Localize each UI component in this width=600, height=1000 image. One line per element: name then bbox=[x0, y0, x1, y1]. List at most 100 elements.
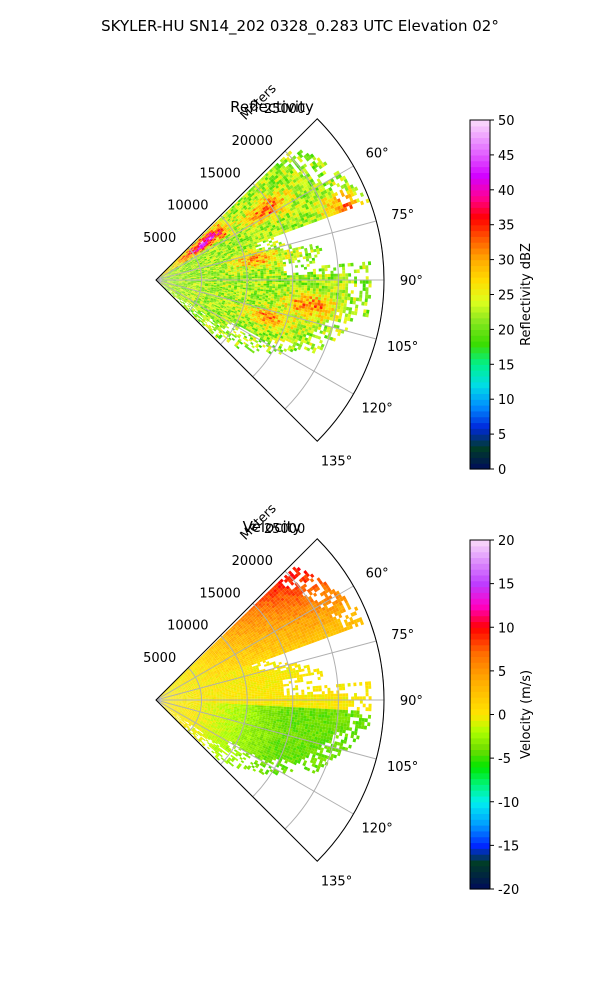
colorbar-swatch bbox=[470, 807, 490, 814]
colorbar-tick-label: 5 bbox=[498, 665, 506, 680]
azimuth-gridline bbox=[155, 165, 354, 281]
colorbar-swatch bbox=[470, 370, 490, 377]
colorbar-swatch bbox=[470, 294, 490, 301]
azimuth-tick-label: 105° bbox=[387, 760, 418, 775]
range-tick-label: 5000 bbox=[143, 231, 176, 246]
colorbar-tick-label: -20 bbox=[498, 883, 519, 898]
colorbar-swatch bbox=[470, 189, 490, 197]
colorbar-swatch bbox=[470, 644, 490, 652]
colorbar-swatch bbox=[470, 761, 490, 768]
colorbar-tick-label: 45 bbox=[498, 149, 515, 164]
colorbar-swatch bbox=[470, 563, 490, 570]
colorbar-swatch bbox=[470, 120, 490, 127]
azimuth-tick-label: 90° bbox=[400, 694, 423, 709]
colorbar-tick-label: 50 bbox=[498, 114, 515, 129]
colorbar-swatch bbox=[470, 720, 490, 727]
colorbar-swatch bbox=[470, 178, 490, 185]
colorbar-swatch bbox=[470, 306, 490, 313]
colorbar-tick-label: 10 bbox=[498, 393, 515, 408]
colorbar-tick-label: 0 bbox=[498, 709, 506, 724]
colorbar-swatch bbox=[470, 691, 490, 698]
colorbar-swatch bbox=[470, 598, 490, 605]
azimuth-tick-label: 75° bbox=[391, 208, 414, 223]
colorbar-swatch bbox=[470, 603, 490, 611]
colorbar-swatch bbox=[470, 557, 490, 564]
colorbar-swatch bbox=[470, 341, 490, 348]
colorbar-swatch bbox=[470, 813, 490, 820]
colorbar-swatch bbox=[470, 463, 490, 470]
panel-title: Reflectivity bbox=[230, 98, 314, 116]
colorbar-swatch bbox=[470, 667, 490, 675]
azimuth-gridline bbox=[155, 279, 354, 395]
colorbar-swatch bbox=[470, 300, 490, 307]
colorbar-swatch bbox=[470, 428, 490, 435]
colorbar-swatch bbox=[470, 633, 490, 640]
range-tick-label: 20000 bbox=[232, 554, 273, 569]
colorbar-swatch bbox=[470, 445, 490, 453]
colorbar-tick-label: 20 bbox=[498, 534, 515, 549]
azimuth-tick-label: 60° bbox=[366, 566, 389, 581]
colorbar-swatch bbox=[470, 540, 490, 547]
colorbar-swatch bbox=[470, 358, 490, 365]
colorbar-swatch bbox=[470, 201, 490, 208]
colorbar-swatch bbox=[470, 865, 490, 873]
colorbar-swatch bbox=[470, 854, 490, 861]
colorbar-swatch bbox=[470, 621, 490, 628]
colorbar-swatch bbox=[470, 830, 490, 838]
colorbar-tick-label: 40 bbox=[498, 184, 515, 199]
colorbar-swatch bbox=[470, 335, 490, 342]
colorbar-swatch bbox=[470, 364, 490, 371]
panel-velocity: Velocity 60° 75° 90° 105° 120° 135° 5000 10000 15… bbox=[143, 501, 534, 898]
colorbar-swatch bbox=[470, 422, 490, 429]
colorbar-swatch bbox=[470, 457, 490, 464]
range-tick-label: 10000 bbox=[167, 619, 208, 634]
azimuth-gridline bbox=[155, 585, 354, 701]
azimuth-gridline bbox=[155, 640, 377, 701]
azimuth-tick-label: 90° bbox=[400, 274, 423, 289]
colorbar-swatch bbox=[470, 871, 490, 878]
colorbar-swatch bbox=[470, 247, 490, 255]
azimuth-tick-label: 105° bbox=[387, 340, 418, 355]
colorbar-swatch bbox=[470, 766, 490, 774]
colorbar-swatch bbox=[470, 784, 490, 791]
colorbar-swatch bbox=[470, 627, 490, 634]
colorbar-swatch bbox=[470, 218, 490, 226]
colorbar-swatch bbox=[470, 859, 490, 867]
colorbar-swatch bbox=[470, 749, 490, 756]
azimuth-tick-label: 135° bbox=[321, 455, 352, 470]
colorbar-swatch bbox=[470, 848, 490, 855]
azimuth-tick-label: 135° bbox=[321, 875, 352, 890]
colorbar-swatch bbox=[470, 195, 490, 203]
colorbar-tick-label: -5 bbox=[498, 752, 511, 767]
colorbar-swatch bbox=[470, 702, 490, 710]
range-tick-label: 15000 bbox=[199, 166, 240, 181]
colorbar-swatch bbox=[470, 160, 490, 168]
range-tick-label: 15000 bbox=[199, 586, 240, 601]
colorbar-tick-label: 35 bbox=[498, 219, 515, 234]
radar-field bbox=[159, 149, 372, 355]
colorbar-swatch bbox=[470, 346, 490, 354]
colorbar-swatch bbox=[470, 375, 490, 383]
colorbar-swatch bbox=[470, 679, 490, 687]
azimuth-gridline bbox=[155, 699, 354, 815]
colorbar-swatch bbox=[470, 842, 490, 849]
colorbar-tick-label: 5 bbox=[498, 428, 506, 443]
colorbar-swatch bbox=[470, 685, 490, 692]
colorbar-swatch bbox=[470, 387, 490, 394]
range-tick-label: 10000 bbox=[167, 199, 208, 214]
colorbar-swatch bbox=[470, 172, 490, 179]
colorbar-swatch bbox=[470, 143, 490, 150]
colorbar-swatch bbox=[470, 755, 490, 762]
colorbar-swatch bbox=[470, 259, 490, 267]
colorbar-swatch bbox=[470, 790, 490, 797]
colorbar-swatch bbox=[470, 638, 490, 646]
colorbar-swatch bbox=[470, 242, 490, 249]
colorbar-tick-label: 0 bbox=[498, 463, 506, 478]
colorbar-swatch bbox=[470, 125, 490, 133]
colorbar-swatch bbox=[470, 726, 490, 733]
range-tick-label: 20000 bbox=[232, 134, 273, 149]
colorbar-swatch bbox=[470, 410, 490, 418]
colorbar-swatch bbox=[470, 569, 490, 576]
colorbar-swatch bbox=[470, 615, 490, 623]
